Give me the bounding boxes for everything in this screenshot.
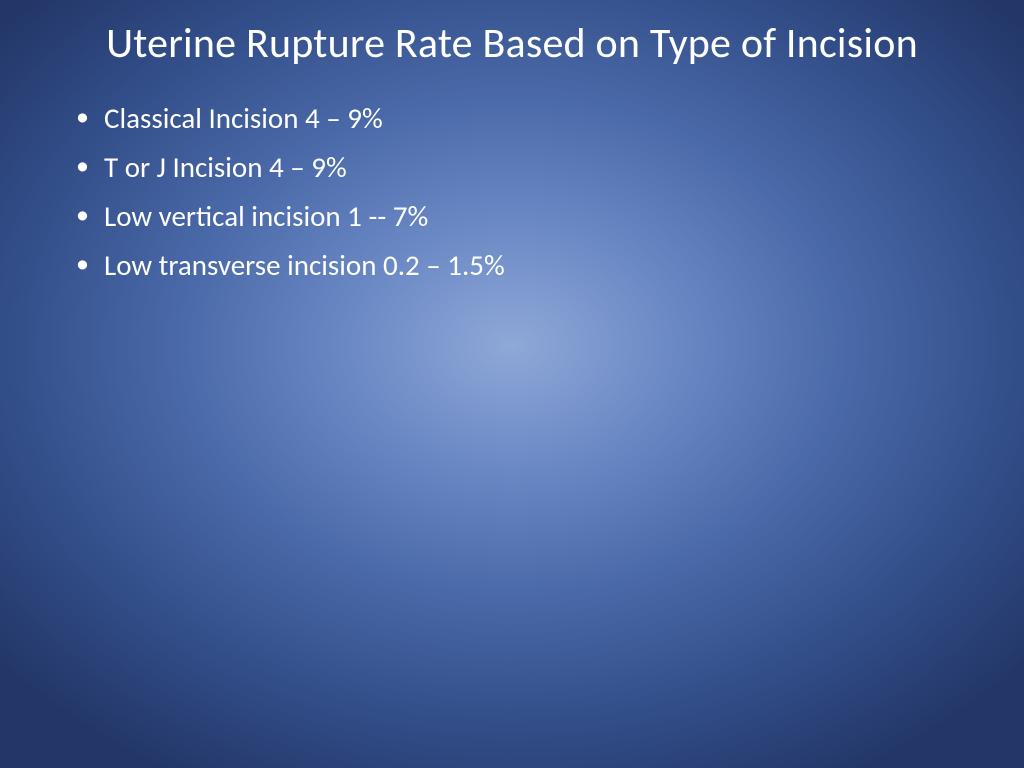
list-item: Low transverse incision 0.2 – 1.5% bbox=[70, 243, 964, 288]
presentation-slide: Uterine Rupture Rate Based on Type of In… bbox=[0, 0, 1024, 768]
list-item: Classical Incision 4 – 9% bbox=[70, 96, 964, 141]
list-item: T or J Incision 4 – 9% bbox=[70, 145, 964, 190]
slide-title: Uterine Rupture Rate Based on Type of In… bbox=[60, 20, 964, 68]
bullet-list: Classical Incision 4 – 9% T or J Incisio… bbox=[60, 96, 964, 288]
list-item: Low vertical incision 1 -- 7% bbox=[70, 194, 964, 239]
